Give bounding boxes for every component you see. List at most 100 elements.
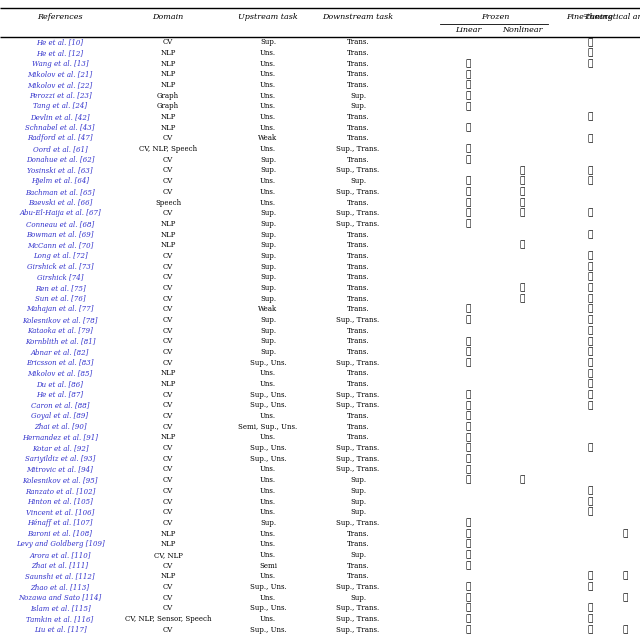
- Text: ✓: ✓: [588, 604, 593, 613]
- Text: Sup.: Sup.: [260, 209, 276, 217]
- Text: Uns.: Uns.: [260, 573, 276, 580]
- Text: ✓: ✓: [588, 625, 593, 634]
- Text: Nozawa and Sato [114]: Nozawa and Sato [114]: [19, 594, 102, 602]
- Text: Baevski et al. [66]: Baevski et al. [66]: [28, 199, 92, 206]
- Text: ✓: ✓: [465, 604, 470, 613]
- Text: CV: CV: [163, 594, 173, 602]
- Text: ✓: ✓: [465, 59, 470, 68]
- Text: Sup.: Sup.: [260, 316, 276, 324]
- Text: ✓: ✓: [588, 508, 593, 517]
- Text: ✓: ✓: [465, 454, 470, 463]
- Text: Sup.: Sup.: [260, 519, 276, 527]
- Text: Sup.: Sup.: [350, 487, 366, 495]
- Text: CV: CV: [163, 177, 173, 185]
- Text: CV: CV: [163, 273, 173, 281]
- Text: ✓: ✓: [465, 81, 470, 89]
- Text: ✓: ✓: [465, 155, 470, 164]
- Text: ✓: ✓: [465, 187, 470, 196]
- Text: Trans.: Trans.: [347, 199, 369, 206]
- Text: NLP: NLP: [160, 540, 176, 548]
- Text: CV: CV: [163, 465, 173, 473]
- Text: Fine-tuning: Fine-tuning: [566, 13, 613, 21]
- Text: Mikolov et al. [21]: Mikolov et al. [21]: [28, 70, 93, 79]
- Text: Uns.: Uns.: [260, 594, 276, 602]
- Text: ✓: ✓: [465, 70, 470, 79]
- Text: CV: CV: [163, 444, 173, 452]
- Text: Sup.: Sup.: [260, 327, 276, 335]
- Text: Girshick [74]: Girshick [74]: [36, 273, 83, 281]
- Text: ✓: ✓: [465, 550, 470, 559]
- Text: ✓: ✓: [588, 326, 593, 335]
- Text: Trans.: Trans.: [347, 562, 369, 569]
- Text: NLP: NLP: [160, 369, 176, 378]
- Text: Levy and Goldberg [109]: Levy and Goldberg [109]: [15, 540, 104, 548]
- Text: ✓: ✓: [588, 209, 593, 218]
- Text: Zhai et al. [90]: Zhai et al. [90]: [34, 423, 86, 431]
- Text: Du et al. [86]: Du et al. [86]: [36, 380, 83, 388]
- Text: Islam et al. [115]: Islam et al. [115]: [29, 604, 90, 612]
- Text: NLP: NLP: [160, 220, 176, 228]
- Text: Hernandez et al. [91]: Hernandez et al. [91]: [22, 433, 98, 442]
- Text: Sup., Trans.: Sup., Trans.: [337, 455, 380, 463]
- Text: Arora et al. [110]: Arora et al. [110]: [29, 551, 91, 559]
- Text: CV: CV: [163, 134, 173, 142]
- Text: Tamkin et al. [116]: Tamkin et al. [116]: [26, 615, 93, 623]
- Text: Sup., Trans.: Sup., Trans.: [337, 583, 380, 591]
- Text: ✓: ✓: [519, 176, 525, 186]
- Text: ✓: ✓: [588, 59, 593, 68]
- Text: McCann et al. [70]: McCann et al. [70]: [27, 242, 93, 249]
- Text: Trans.: Trans.: [347, 412, 369, 420]
- Text: Sup., Trans.: Sup., Trans.: [337, 188, 380, 196]
- Text: Sup.: Sup.: [260, 38, 276, 47]
- Text: ✓: ✓: [588, 582, 593, 592]
- Text: Sup., Uns.: Sup., Uns.: [250, 583, 286, 591]
- Text: NLP: NLP: [160, 380, 176, 388]
- Text: Sup., Trans.: Sup., Trans.: [337, 519, 380, 527]
- Text: Caron et al. [88]: Caron et al. [88]: [31, 401, 89, 410]
- Text: ✓: ✓: [465, 401, 470, 410]
- Text: ✓: ✓: [588, 497, 593, 506]
- Text: ✓: ✓: [588, 262, 593, 271]
- Text: Trans.: Trans.: [347, 59, 369, 68]
- Text: Oord et al. [61]: Oord et al. [61]: [33, 145, 88, 153]
- Text: NLP: NLP: [160, 81, 176, 89]
- Text: Linear: Linear: [455, 26, 481, 34]
- Text: Sup.: Sup.: [260, 295, 276, 303]
- Text: ✓: ✓: [588, 112, 593, 121]
- Text: CV, NLP: CV, NLP: [154, 551, 182, 559]
- Text: ✓: ✓: [588, 38, 593, 47]
- Text: NLP: NLP: [160, 49, 176, 57]
- Text: Trans.: Trans.: [347, 113, 369, 121]
- Text: Sup.: Sup.: [260, 252, 276, 260]
- Text: CV: CV: [163, 252, 173, 260]
- Text: Sun et al. [76]: Sun et al. [76]: [35, 295, 85, 303]
- Text: Sup., Uns.: Sup., Uns.: [250, 390, 286, 399]
- Text: Uns.: Uns.: [260, 70, 276, 79]
- Text: Sup.: Sup.: [260, 348, 276, 356]
- Text: CV: CV: [163, 167, 173, 174]
- Text: Theoretical analysis: Theoretical analysis: [584, 13, 640, 21]
- Text: Trans.: Trans.: [347, 134, 369, 142]
- Text: CV: CV: [163, 455, 173, 463]
- Text: Trans.: Trans.: [347, 337, 369, 345]
- Text: Sup., Trans.: Sup., Trans.: [337, 626, 380, 634]
- Text: Uns.: Uns.: [260, 81, 276, 89]
- Text: Uns.: Uns.: [260, 188, 276, 196]
- Text: He et al. [10]: He et al. [10]: [36, 38, 84, 47]
- Text: Sup., Uns.: Sup., Uns.: [250, 626, 286, 634]
- Text: Uns.: Uns.: [260, 530, 276, 537]
- Text: Uns.: Uns.: [260, 369, 276, 378]
- Text: Mahajan et al. [77]: Mahajan et al. [77]: [26, 305, 93, 313]
- Text: Frozen: Frozen: [481, 13, 509, 21]
- Text: Schnabel et al. [43]: Schnabel et al. [43]: [25, 124, 95, 132]
- Text: ✓: ✓: [622, 625, 628, 634]
- Text: Sup., Trans.: Sup., Trans.: [337, 316, 380, 324]
- Text: ✓: ✓: [588, 443, 593, 452]
- Text: CV: CV: [163, 209, 173, 217]
- Text: Liu et al. [117]: Liu et al. [117]: [34, 626, 86, 634]
- Text: ✓: ✓: [465, 615, 470, 624]
- Text: Sup., Uns.: Sup., Uns.: [250, 358, 286, 367]
- Text: Downstream task: Downstream task: [323, 13, 394, 21]
- Text: ✓: ✓: [588, 401, 593, 410]
- Text: Trans.: Trans.: [347, 124, 369, 132]
